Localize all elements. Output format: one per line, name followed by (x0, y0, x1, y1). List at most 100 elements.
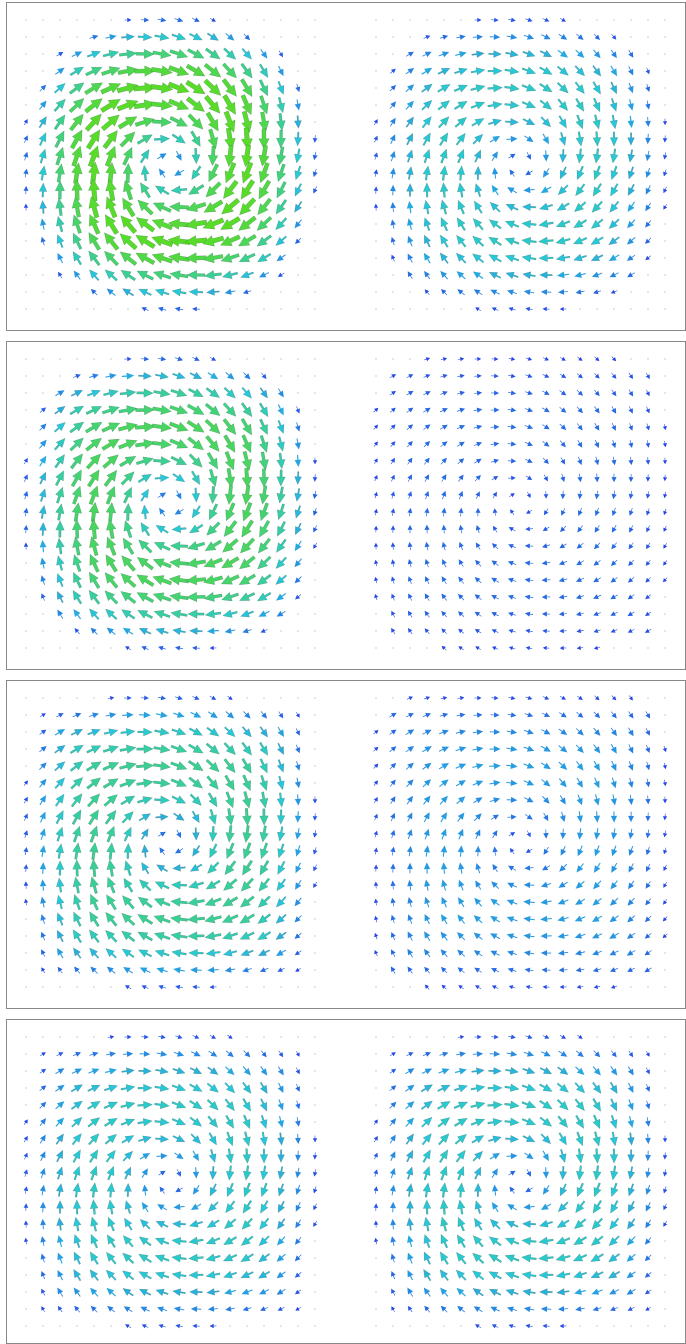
grid-dot (375, 358, 377, 360)
vector-arrow (424, 524, 430, 534)
vector-arrow (241, 110, 253, 133)
vector-arrow (222, 62, 237, 79)
vector-arrow (455, 132, 466, 146)
vector-arrow (38, 471, 47, 485)
vector-arrow (521, 203, 536, 211)
vector-arrow (122, 1150, 134, 1162)
vector-arrow (488, 1067, 502, 1075)
vector-arrow (242, 825, 252, 843)
vector-arrow (424, 457, 430, 465)
vector-arrow (574, 201, 587, 213)
vector-arrow (120, 471, 135, 486)
vector-arrow (23, 1220, 29, 1228)
grid-dot (664, 240, 666, 242)
vector-arrow (628, 66, 634, 76)
vector-arrow (421, 67, 433, 75)
grid-dot (59, 19, 61, 21)
vector-arrow (575, 289, 585, 295)
vector-arrow (225, 711, 235, 719)
grid-dot (375, 257, 377, 259)
vector-arrow (221, 270, 239, 279)
grid-dot (246, 697, 248, 699)
vector-arrow (241, 434, 252, 454)
grid-dot (596, 1325, 598, 1327)
vector-arrow (406, 812, 413, 822)
vector-arrow (105, 911, 118, 927)
vector-arrow (405, 1133, 414, 1145)
vector-arrow (294, 201, 303, 213)
vector-arrow (221, 592, 239, 602)
vector-arrow (86, 50, 102, 59)
vector-arrow (87, 469, 100, 488)
grid-dot (246, 986, 248, 988)
vector-arrow (136, 761, 155, 771)
vector-arrow (295, 712, 300, 718)
vector-arrow (70, 469, 82, 488)
grid-dot (25, 274, 27, 276)
grid-dot (664, 375, 666, 377)
vector-arrow (593, 711, 601, 719)
vector-arrow (239, 895, 255, 908)
grid-dot (664, 392, 666, 394)
vector-arrow (389, 1101, 397, 1109)
vector-arrow (192, 695, 200, 700)
vector-arrow (524, 594, 534, 600)
vector-arrow (56, 215, 65, 233)
vector-arrow (543, 812, 549, 822)
vector-arrow (645, 846, 651, 856)
vector-arrow (594, 525, 600, 533)
vector-arrow (40, 1253, 46, 1263)
vector-arrow (242, 1306, 252, 1312)
vector-arrow (72, 929, 82, 944)
vector-arrow (103, 1084, 119, 1093)
vector-arrow (423, 374, 431, 379)
vector-arrow (525, 695, 533, 700)
vector-arrow (122, 1288, 134, 1297)
vector-arrow (374, 576, 379, 584)
vector-arrow (592, 967, 602, 973)
vector-arrow (172, 473, 186, 483)
vector-arrow (627, 166, 636, 180)
vector-arrow (53, 114, 66, 131)
vector-arrow (406, 696, 413, 701)
vector-arrow (559, 17, 566, 22)
vector-arrow (106, 1234, 116, 1249)
vector-arrow (104, 269, 118, 282)
vector-arrow (421, 1116, 433, 1128)
vector-arrow (174, 17, 184, 23)
vector-arrow (390, 184, 396, 196)
vector-arrow (276, 163, 287, 183)
vector-arrow (576, 390, 583, 396)
vector-arrow (57, 1252, 64, 1264)
grid-dot (314, 19, 316, 21)
vector-arrow (88, 196, 100, 219)
vector-arrow (154, 1237, 170, 1246)
vector-arrow (489, 1218, 501, 1230)
vector-arrow (609, 1131, 618, 1147)
grid-dot (647, 274, 649, 276)
grid-dot (460, 19, 462, 21)
vector-arrow (492, 1184, 499, 1196)
vector-arrow (522, 1288, 536, 1297)
vector-arrow (406, 183, 414, 197)
vector-arrow (23, 1135, 28, 1143)
vector-arrow (556, 65, 569, 76)
vector-arrow (422, 1051, 431, 1057)
vector-arrow (390, 474, 395, 482)
vector-arrow (646, 863, 651, 872)
vector-arrow (473, 390, 483, 396)
vector-arrow (39, 845, 47, 857)
grid-dot (25, 731, 27, 733)
vector-arrow (524, 424, 534, 430)
vector-arrow (277, 65, 284, 77)
vector-arrow (559, 1166, 568, 1181)
vector-arrow (89, 1165, 98, 1181)
grid-dot (246, 647, 248, 649)
vector-arrow (23, 830, 29, 838)
vector-arrow (507, 390, 517, 396)
vector-arrow (645, 594, 651, 600)
vector-arrow (138, 372, 152, 380)
grid-dot (297, 613, 299, 615)
vector-arrow (542, 695, 550, 700)
vector-arrow (191, 505, 201, 519)
